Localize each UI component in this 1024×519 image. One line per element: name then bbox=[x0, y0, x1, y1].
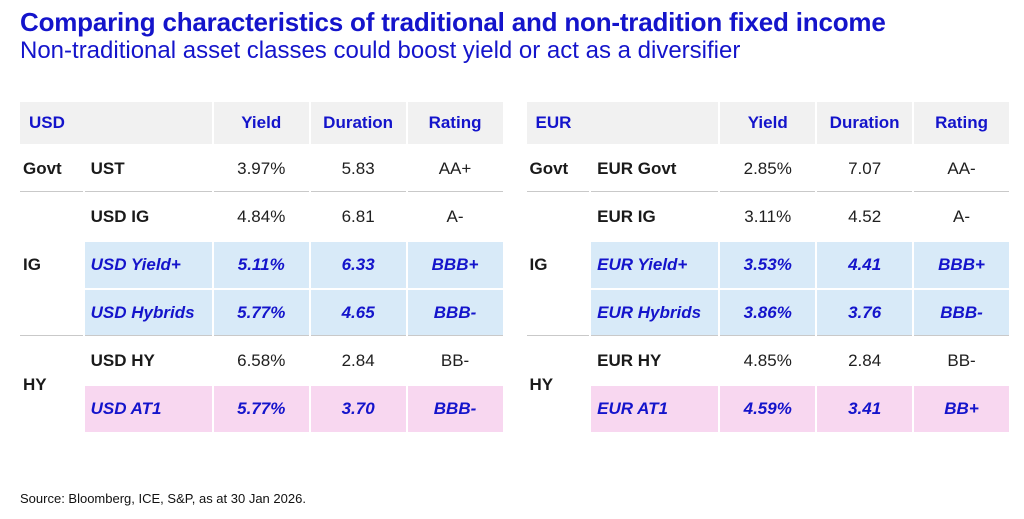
group-label-ig: IG bbox=[526, 194, 590, 337]
usd-table: USD Yield Duration Rating Govt UST 3.97%… bbox=[18, 100, 505, 434]
yield-value: 6.58% bbox=[237, 351, 286, 371]
source-note: Source: Bloomberg, ICE, S&P, as at 30 Ja… bbox=[20, 491, 306, 506]
asset-name: USD Hybrids bbox=[84, 290, 212, 337]
rating-value: AA- bbox=[914, 146, 1009, 193]
rating-value: AA+ bbox=[407, 146, 503, 193]
yield-value: 3.97% bbox=[213, 146, 309, 193]
asset-name: USD IG bbox=[90, 207, 150, 227]
tables-container: USD Yield Duration Rating Govt UST 3.97%… bbox=[0, 100, 1024, 434]
table-row: IG USD IG 4.84% 6.81 A- bbox=[20, 194, 503, 337]
duration-value: 4.65 bbox=[310, 290, 406, 337]
asset-name: EUR AT1 bbox=[591, 386, 719, 433]
usd-currency-header: USD bbox=[20, 102, 212, 145]
table-row-highlight-blue: USD Hybrids 5.77% 4.65 BBB- bbox=[20, 290, 503, 337]
duration-value: 4.41 bbox=[817, 242, 913, 289]
table-row: Govt EUR Govt 2.85% 7.07 AA- bbox=[526, 146, 1009, 193]
asset-name: EUR HY bbox=[597, 351, 662, 371]
table-row-highlight-blue: USD Yield+ 5.11% 6.33 BBB+ bbox=[20, 242, 503, 289]
yield-value: 3.53% bbox=[720, 242, 816, 289]
duration-value: 3.76 bbox=[817, 290, 913, 337]
usd-rating-column-header: Rating bbox=[407, 102, 503, 145]
duration-value: 4.52 bbox=[848, 207, 882, 227]
yield-value: 5.77% bbox=[213, 386, 309, 433]
asset-name: EUR IG bbox=[597, 207, 656, 227]
duration-value: 7.07 bbox=[817, 146, 913, 193]
table-row: HY EUR HY 4.85% 2.84 BB- bbox=[527, 338, 1010, 394]
group-label-ig: IG bbox=[20, 194, 83, 337]
usd-yield-column-header: Yield bbox=[213, 102, 309, 145]
asset-name: USD AT1 bbox=[84, 386, 212, 433]
duration-value: 2.84 bbox=[848, 351, 882, 371]
table-row-highlight-pink: USD AT1 5.77% 3.70 BBB- bbox=[20, 386, 503, 433]
rating-value: BBB- bbox=[914, 290, 1009, 337]
table-row-highlight-blue: EUR Yield+ 3.53% 4.41 BBB+ bbox=[527, 242, 1009, 289]
asset-name: UST bbox=[84, 146, 212, 193]
eur-currency-header: EUR bbox=[526, 102, 719, 145]
usd-header-row: USD Yield Duration Rating bbox=[20, 102, 503, 145]
duration-value: 6.81 bbox=[341, 207, 375, 227]
eur-header-row: EUR Yield Duration Rating bbox=[526, 102, 1009, 145]
duration-value: 5.83 bbox=[310, 146, 406, 193]
group-label-hy: HY bbox=[529, 375, 554, 395]
rating-value: BBB- bbox=[407, 386, 503, 433]
rating-value: BBB- bbox=[407, 290, 503, 337]
duration-value: 3.41 bbox=[817, 386, 913, 433]
group-label-govt: Govt bbox=[20, 146, 83, 193]
page-subtitle: Non-traditional asset classes could boos… bbox=[20, 37, 741, 65]
rating-value: A- bbox=[953, 207, 971, 227]
yield-value: 5.11% bbox=[213, 242, 309, 289]
table-row-highlight-blue: EUR Hybrids 3.86% 3.76 BBB- bbox=[527, 290, 1009, 337]
yield-value: 3.11% bbox=[744, 207, 792, 227]
rating-value: BB- bbox=[947, 351, 976, 371]
yield-value: 2.85% bbox=[720, 146, 816, 193]
title-block: Comparing characteristics of traditional… bbox=[0, 0, 1024, 64]
usd-duration-column-header: Duration bbox=[310, 102, 406, 145]
eur-yield-column-header: Yield bbox=[720, 102, 816, 145]
rating-value: A- bbox=[446, 207, 464, 227]
yield-value: 4.84% bbox=[237, 207, 286, 227]
rating-value: BB+ bbox=[914, 386, 1009, 433]
duration-value: 3.70 bbox=[310, 386, 406, 433]
rating-value: BB- bbox=[440, 351, 470, 371]
rating-value: BBB+ bbox=[407, 242, 503, 289]
eur-table: EUR Yield Duration Rating Govt EUR Govt … bbox=[525, 100, 1012, 434]
group-label-govt: Govt bbox=[526, 146, 590, 193]
asset-name: USD HY bbox=[90, 351, 155, 371]
yield-value: 5.77% bbox=[213, 290, 309, 337]
yield-value: 3.86% bbox=[720, 290, 816, 337]
table-row: Govt UST 3.97% 5.83 AA+ bbox=[20, 146, 503, 193]
group-label-hy: HY bbox=[23, 375, 47, 395]
asset-name: EUR Govt bbox=[591, 146, 719, 193]
duration-value: 6.33 bbox=[310, 242, 406, 289]
asset-name: USD Yield+ bbox=[84, 242, 212, 289]
table-row-highlight-pink: EUR AT1 4.59% 3.41 BB+ bbox=[527, 386, 1009, 433]
asset-name: EUR Hybrids bbox=[591, 290, 719, 337]
table-row: IG EUR IG 3.11% 4.52 A- bbox=[526, 194, 1010, 337]
asset-name: EUR Yield+ bbox=[591, 242, 719, 289]
rating-value: BBB+ bbox=[914, 242, 1009, 289]
eur-rating-column-header: Rating bbox=[914, 102, 1009, 145]
page-title: Comparing characteristics of traditional… bbox=[20, 7, 886, 37]
duration-value: 2.84 bbox=[341, 351, 375, 371]
yield-value: 4.59% bbox=[720, 386, 816, 433]
table-row: HY USD HY 6.58% 2.84 BB- bbox=[20, 338, 503, 394]
yield-value: 4.85% bbox=[743, 351, 792, 371]
eur-duration-column-header: Duration bbox=[817, 102, 913, 145]
